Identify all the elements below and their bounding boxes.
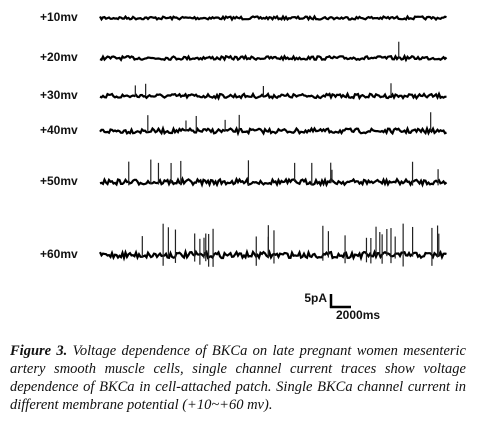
current-trace	[99, 176, 448, 188]
current-trace	[99, 125, 447, 137]
caption-label: Figure 3.	[10, 343, 68, 359]
trace-label: +10mv	[40, 10, 78, 24]
scale-current: 5pA	[304, 291, 327, 305]
trace-label: +30mv	[40, 88, 78, 102]
current-trace	[99, 53, 448, 63]
caption: Figure 3. Voltage dependence of BKCa on …	[10, 342, 466, 414]
trace-label: +40mv	[40, 123, 78, 137]
caption-text: Voltage dependence of BKCa on late pregn…	[10, 343, 466, 413]
trace-label: +20mv	[40, 50, 78, 64]
traces-panel: 5pA 2000ms +10mv +20mv +30mv +40mv +50mv +60m…	[40, 10, 448, 322]
current-trace	[99, 91, 447, 101]
scale-time: 2000ms	[336, 308, 380, 322]
trace-label: +60mv	[40, 247, 78, 261]
trace-label: +50mv	[40, 174, 78, 188]
current-trace	[99, 14, 447, 22]
current-trace	[99, 248, 447, 262]
